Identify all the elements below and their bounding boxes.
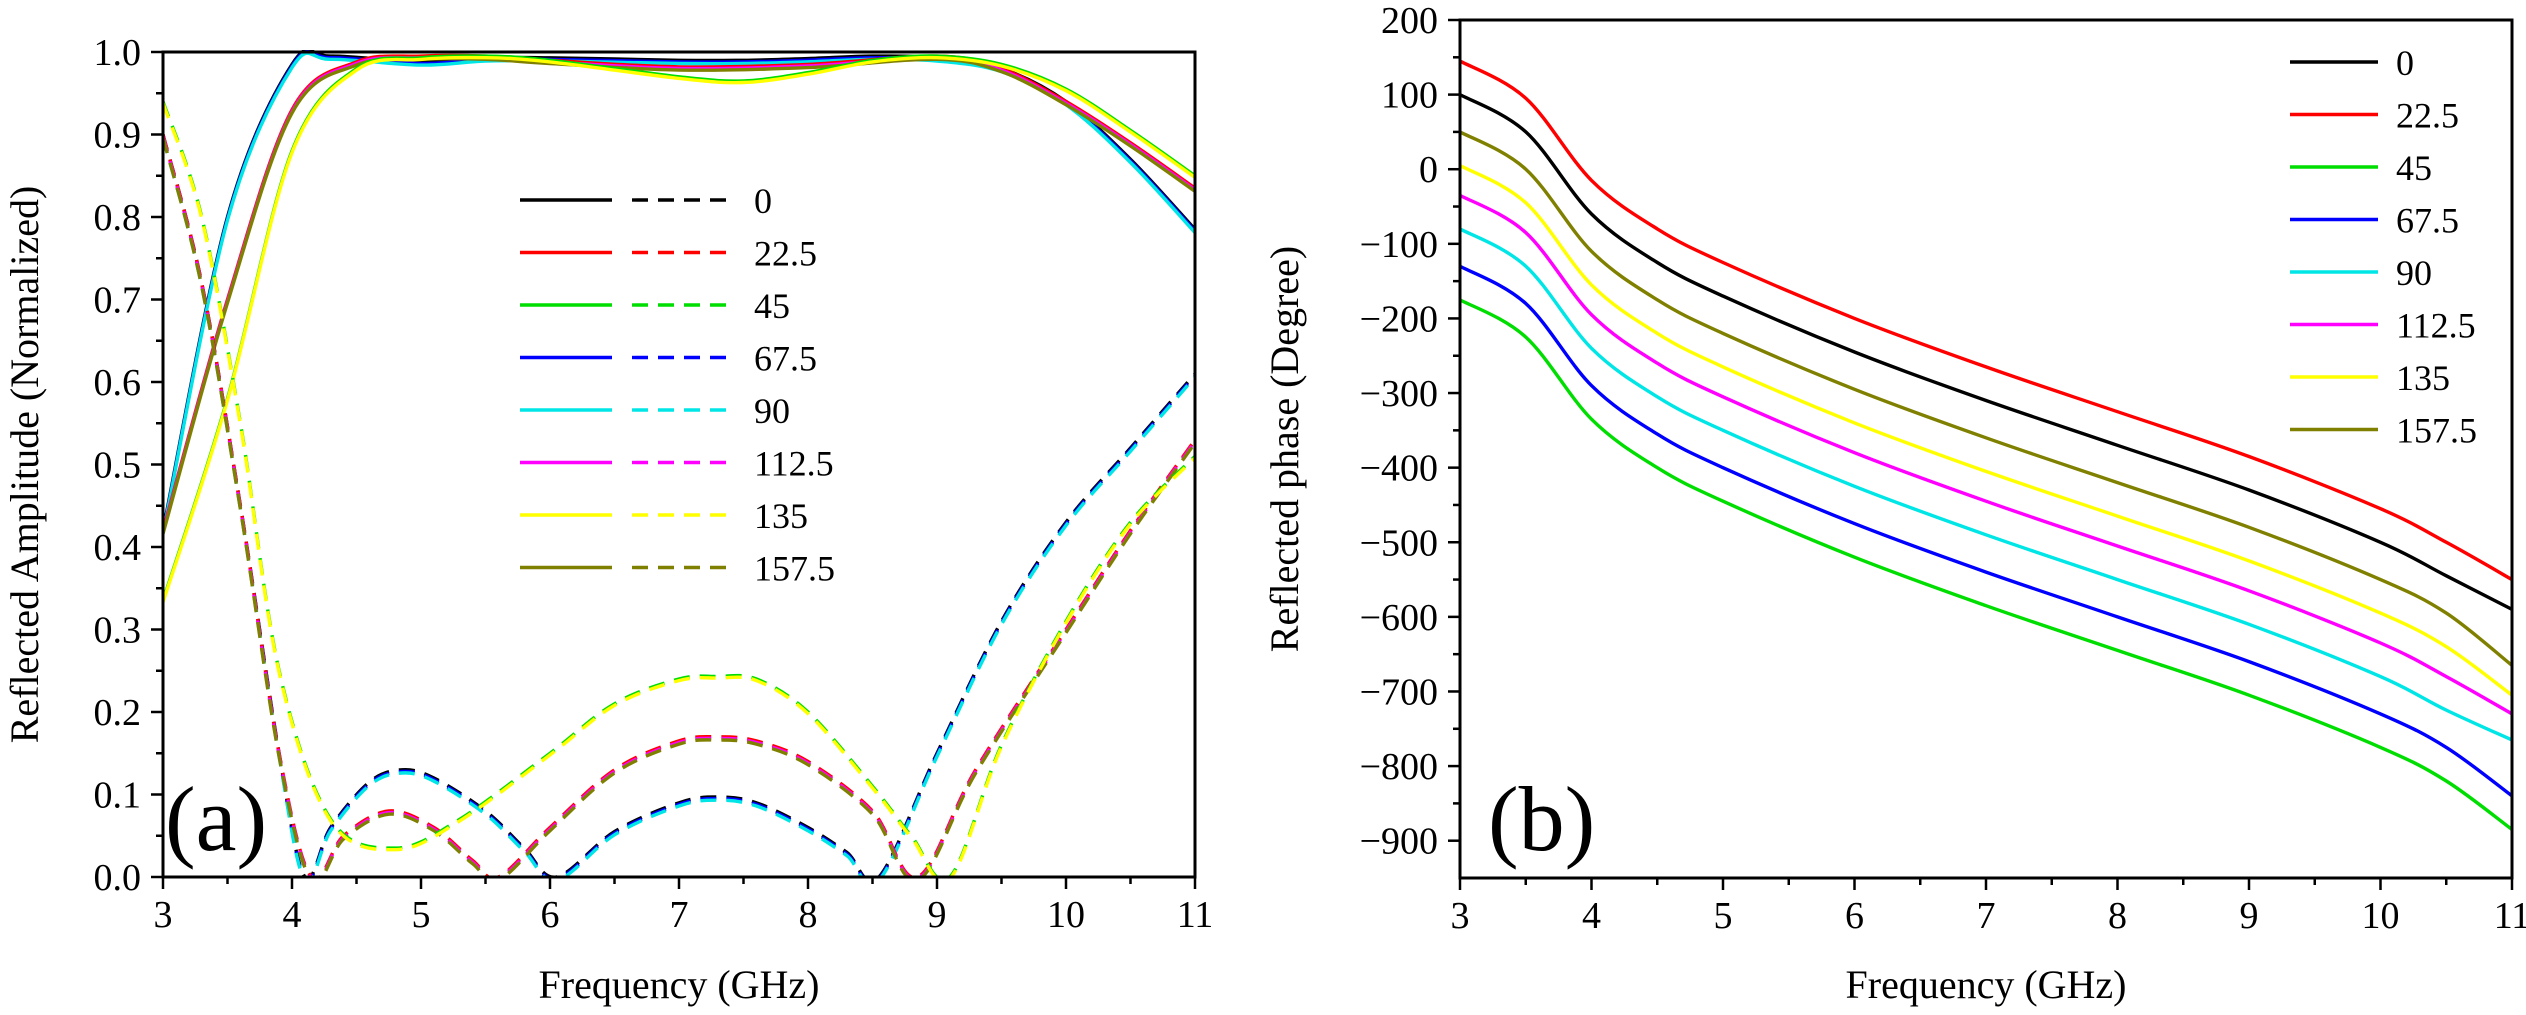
panel-b-label: (b)	[1488, 768, 1595, 870]
panel-b-curve-0	[1460, 93, 2512, 611]
panel-b-curves	[1460, 59, 2512, 831]
panel-a-curves	[163, 50, 1195, 877]
panel-a-curve-solid	[163, 54, 1195, 602]
panel-a-curve-solid	[163, 51, 1195, 535]
panel-a-y-tick-label: 1.0	[94, 32, 142, 74]
panel-b-curve-67-5	[1460, 264, 2512, 798]
legend-label: 112.5	[2396, 306, 2476, 346]
panel-a-y-tick-label: 0.3	[94, 610, 142, 652]
panel-a: 3 4 5 6 7 8 9 10 110.00.10.20.30.40.50.60.70.80.…	[2, 32, 1213, 1007]
legend-label: 45	[754, 286, 790, 326]
panel-b-axes: 3 4 5 6 7 8 9 10 112001000−100−200−300−400−500−6…	[1360, 0, 2526, 937]
panel-b-x-tick-label: 3	[1451, 895, 1470, 937]
legend-label: 22.5	[754, 234, 817, 274]
panel-b-curve-157-5	[1460, 130, 2512, 667]
panel-a-curve-solid	[163, 55, 1195, 533]
panel-b-y-tick-label: −400	[1360, 448, 1438, 490]
panel-a-legend: 0 22.5 45 67.5 90 112.5 135 157.5	[520, 181, 835, 589]
panel-a-curve-dashed	[163, 137, 1195, 877]
panel-b-legend: 0 22.5 45 67.5 90 112.5 135 157.5	[2290, 43, 2477, 451]
panel-b-x-tick-label: 7	[1977, 895, 1996, 937]
panel-a-y-tick-label: 0.2	[94, 692, 142, 734]
panel-a-curve-dashed	[163, 135, 1195, 877]
panel-a-curve-solid	[163, 53, 1195, 531]
panel-a-curve-solid	[163, 55, 1195, 603]
panel-a-y-tick-label: 0.9	[94, 115, 142, 157]
panel-a-y-tick-label: 0.4	[94, 527, 142, 569]
panel-b-y-tick-label: 0	[1419, 149, 1438, 191]
panel-b-plot-frame	[1458, 18, 2514, 880]
legend-label: 90	[754, 391, 790, 431]
legend-label: 0	[2396, 43, 2414, 83]
panel-b-x-tick-label: 6	[1845, 895, 1864, 937]
panel-a-curve-dashed	[163, 134, 1195, 877]
panel-b-x-tick-label: 9	[2240, 895, 2259, 937]
panel-a-plot-frame	[161, 50, 1197, 879]
panel-b-curve-135	[1460, 164, 2512, 697]
panel-a-y-tick-label: 0.5	[94, 445, 142, 487]
panel-a-y-tick-label: 0.6	[94, 362, 142, 404]
panel-a-x-tick-label: 5	[412, 894, 431, 936]
panel-a-y-tick-label: 0.8	[94, 197, 142, 239]
panel-b: 3 4 5 6 7 8 9 10 112001000−100−200−300−400−500−6…	[1262, 0, 2526, 1007]
panel-b-y-tick-label: 200	[1381, 0, 1438, 42]
panel-b-y-axis-title: Reflected phase (Degree)	[1262, 246, 1307, 652]
panel-b-x-tick-label: 8	[2108, 895, 2127, 937]
panel-a-label: (a)	[165, 768, 267, 870]
panel-b-curve-45	[1460, 298, 2512, 831]
panel-b-curve-112-5	[1460, 193, 2512, 716]
panel-a-axes: 3 4 5 6 7 8 9 10 110.00.10.20.30.40.50.60.70.80.…	[94, 32, 1214, 936]
legend-label: 135	[754, 496, 808, 536]
panel-b-x-axis-title: Frequency (GHz)	[1846, 962, 2127, 1007]
legend-label: 157.5	[2396, 411, 2477, 451]
legend-label: 45	[2396, 148, 2432, 188]
panel-a-x-axis-title: Frequency (GHz)	[539, 962, 820, 1007]
panel-a-curve-dashed	[163, 137, 1195, 877]
panel-b-y-tick-label: −900	[1360, 821, 1438, 863]
legend-label: 67.5	[2396, 201, 2459, 241]
panel-a-curve-dashed	[163, 100, 1195, 877]
panel-b-x-tick-label: 5	[1714, 895, 1733, 937]
panel-a-curve-solid	[163, 56, 1195, 535]
panel-a-curve-solid	[163, 50, 1195, 533]
panel-b-y-tick-label: −300	[1360, 373, 1438, 415]
legend-label: 112.5	[754, 444, 834, 484]
panel-a-y-tick-label: 0.1	[94, 775, 142, 817]
legend-label: 90	[2396, 253, 2432, 293]
panel-b-x-tick-label: 10	[2362, 895, 2400, 937]
panel-a-curve-dashed	[163, 134, 1195, 877]
panel-b-y-tick-label: −800	[1360, 746, 1438, 788]
panel-a-x-tick-label: 3	[154, 894, 173, 936]
panel-b-x-tick-label: 4	[1582, 895, 1601, 937]
panel-a-curve-solid	[163, 50, 1195, 531]
legend-label: 135	[2396, 358, 2450, 398]
panel-a-x-tick-label: 11	[1177, 894, 1214, 936]
panel-a-y-axis-title: Reflected Amplitude (Normalized)	[2, 186, 47, 744]
panel-b-y-tick-label: −100	[1360, 224, 1438, 266]
panel-a-curve-dashed	[163, 135, 1195, 877]
legend-label: 67.5	[754, 339, 817, 379]
panel-b-y-tick-label: −500	[1360, 522, 1438, 564]
legend-label: 0	[754, 181, 772, 221]
panel-b-y-tick-label: 100	[1381, 75, 1438, 117]
panel-a-x-tick-label: 4	[283, 894, 302, 936]
panel-b-curve-22-5	[1460, 59, 2512, 582]
panel-a-x-tick-label: 6	[541, 894, 560, 936]
panel-a-y-tick-label: 0.7	[94, 280, 142, 322]
panel-a-x-tick-label: 7	[670, 894, 689, 936]
panel-b-curve-90	[1460, 227, 2512, 742]
legend-label: 22.5	[2396, 96, 2459, 136]
panel-b-y-tick-label: −700	[1360, 671, 1438, 713]
panel-a-x-tick-label: 10	[1047, 894, 1085, 936]
panel-a-x-tick-label: 8	[799, 894, 818, 936]
legend-label: 157.5	[754, 549, 835, 589]
panel-a-x-tick-label: 9	[928, 894, 947, 936]
panel-b-y-tick-label: −200	[1360, 298, 1438, 340]
panel-b-x-tick-label: 11	[2494, 895, 2526, 937]
panel-a-curve-dashed	[163, 102, 1195, 877]
panel-a-y-tick-label: 0.0	[94, 857, 142, 899]
panel-b-y-tick-label: −600	[1360, 597, 1438, 639]
